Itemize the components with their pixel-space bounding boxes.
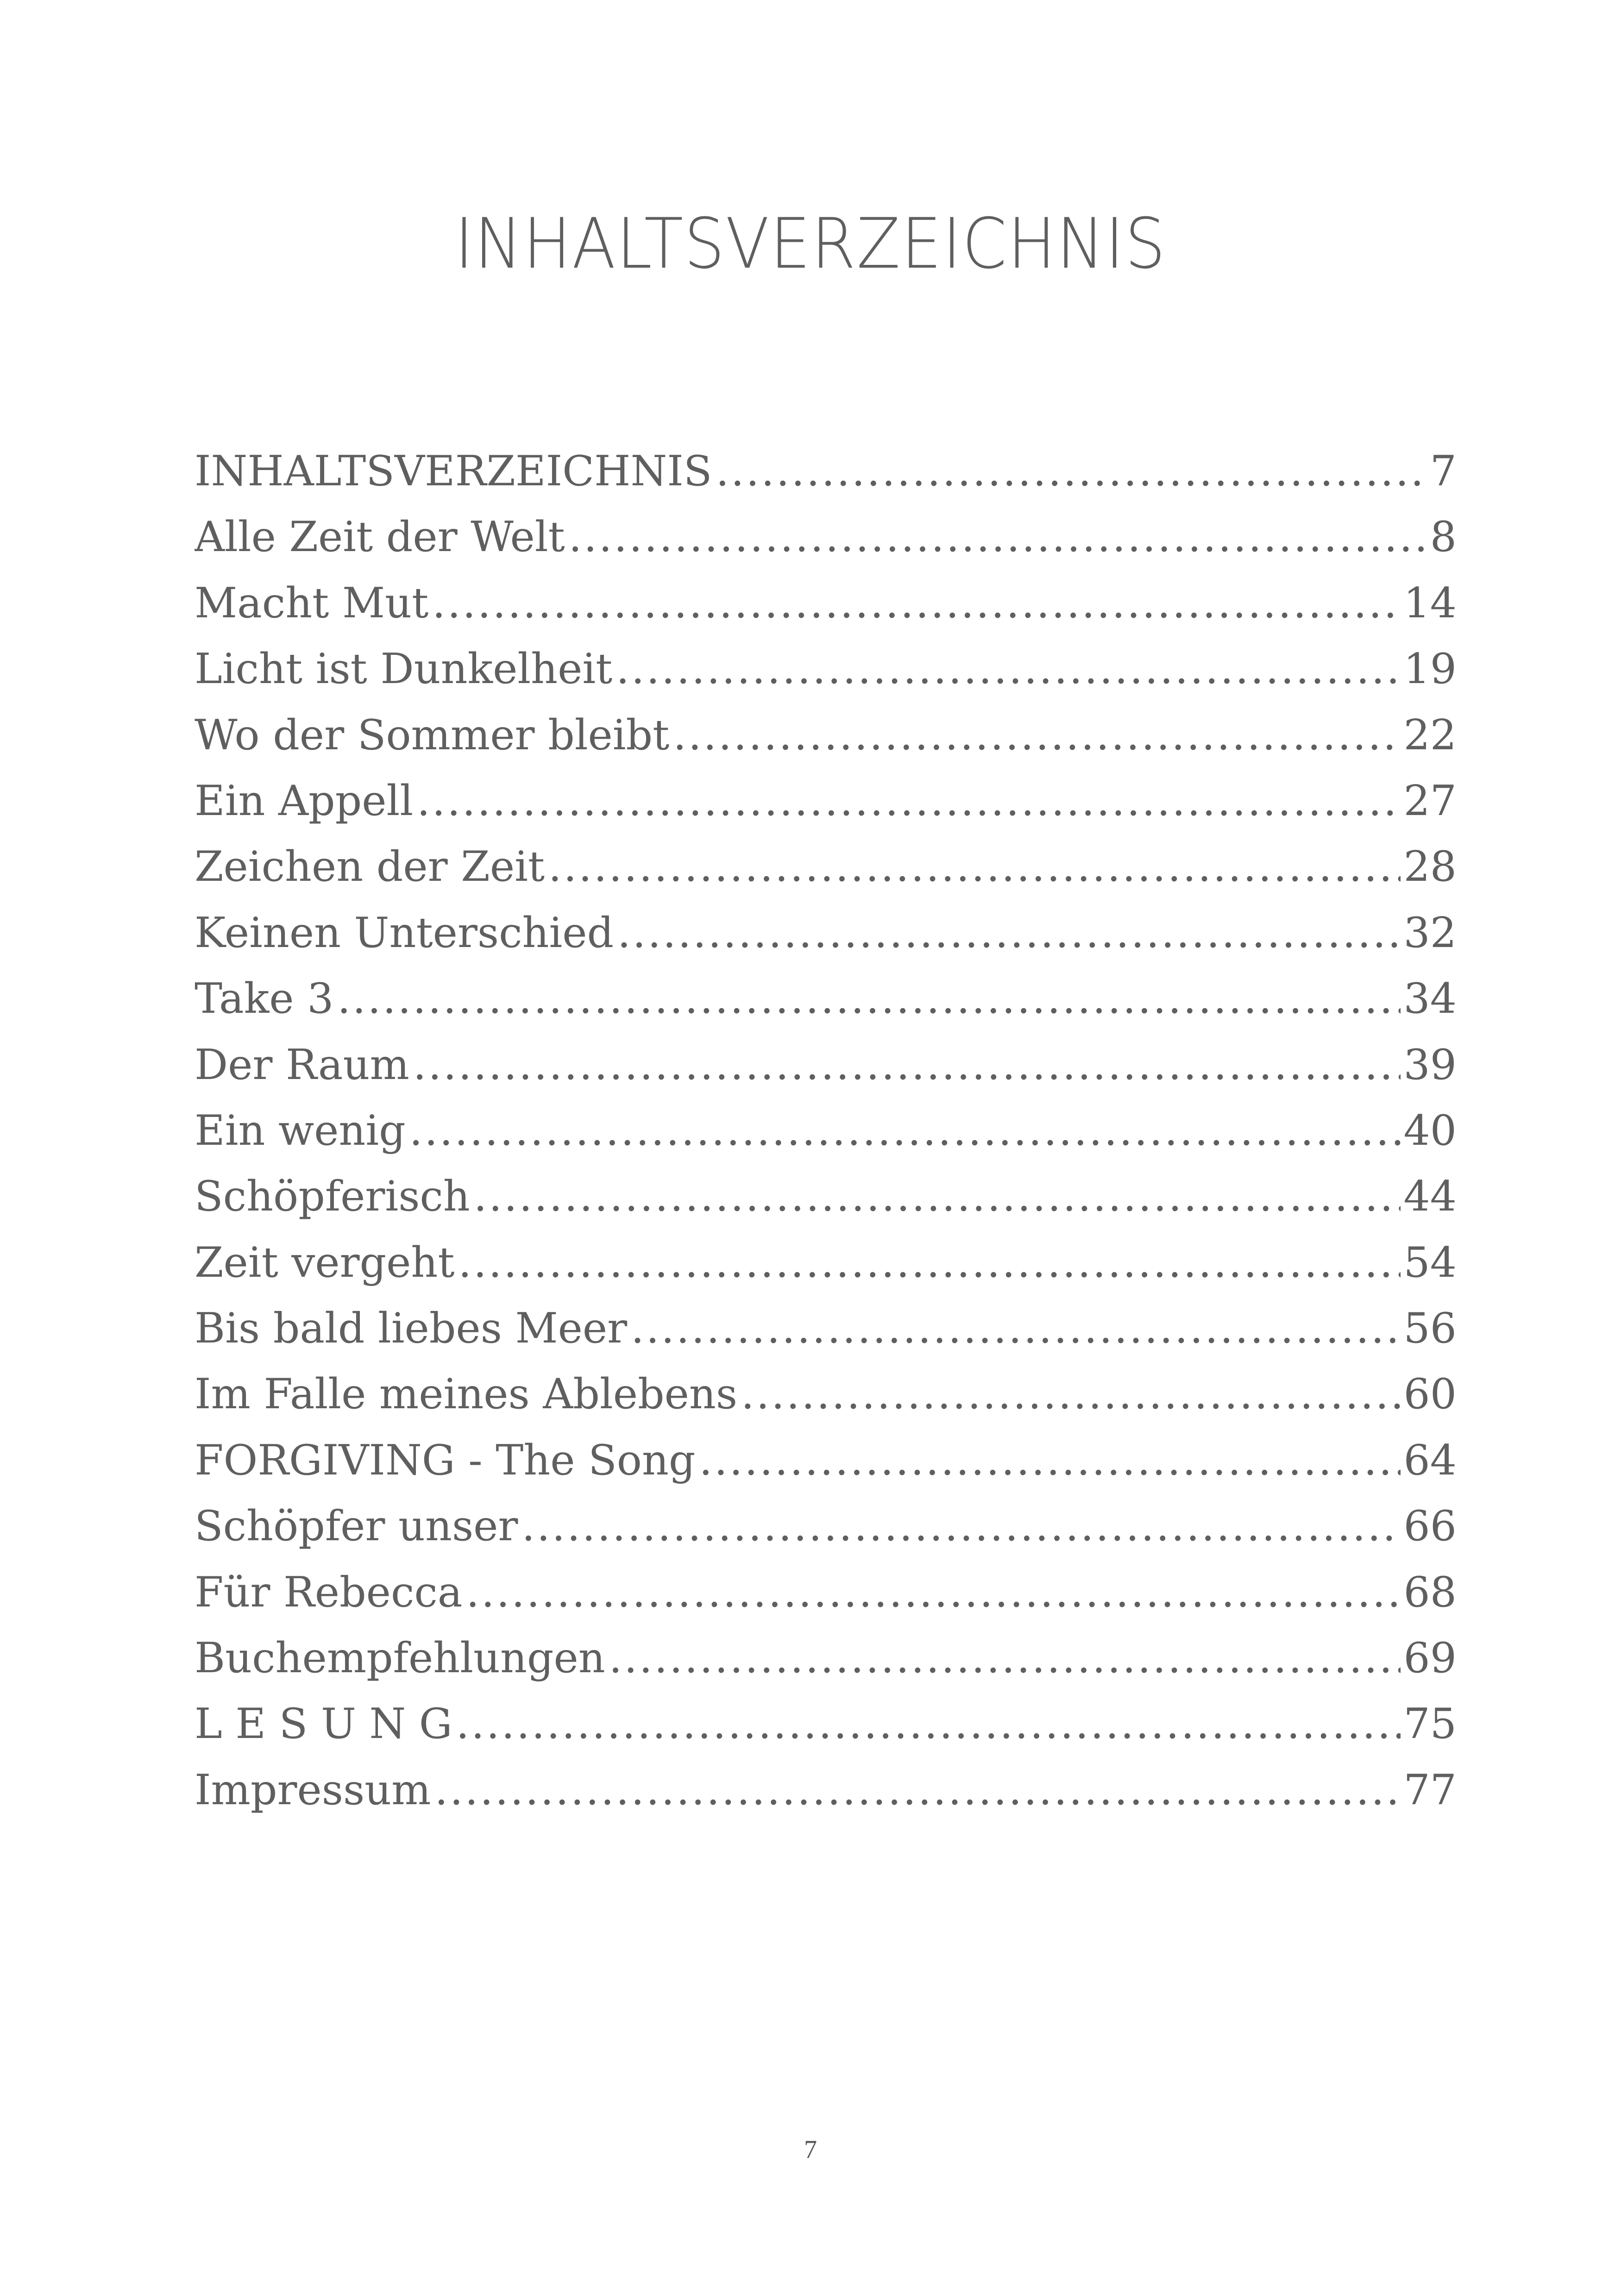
- dot-leader: [631, 1304, 1401, 1353]
- toc-entry[interactable]: Take 3 34: [195, 974, 1457, 1040]
- toc-entry[interactable]: Zeichen der Zeit 28: [195, 842, 1457, 908]
- toc-entry-page: 60: [1403, 1370, 1457, 1419]
- toc-entry-page: 77: [1403, 1765, 1457, 1814]
- toc-entry-page: 44: [1403, 1172, 1457, 1221]
- dot-leader: [569, 513, 1427, 561]
- toc-entry-label: Impressum: [195, 1765, 431, 1814]
- toc-entry-label: Schöpferisch: [195, 1172, 470, 1221]
- toc-entry-page: 14: [1403, 578, 1457, 627]
- toc-entry-label: Buchempfehlungen: [195, 1634, 605, 1683]
- dot-leader: [699, 1436, 1401, 1485]
- toc-entry-page: 28: [1403, 842, 1457, 891]
- toc-entry-label: Ein wenig: [195, 1106, 406, 1155]
- toc-entry[interactable]: Buchempfehlungen 69: [195, 1634, 1457, 1700]
- toc-entry-label: Für Rebecca: [195, 1568, 463, 1617]
- toc-entry-page: 34: [1403, 974, 1457, 1023]
- toc-entry-page: 54: [1403, 1238, 1457, 1287]
- toc-entry-label: FORGIVING - The Song: [195, 1436, 696, 1485]
- toc-entry-label: Keinen Unterschied: [195, 908, 614, 957]
- toc-entry-page: 40: [1403, 1106, 1457, 1155]
- toc-entry-label: Take 3: [195, 974, 334, 1023]
- toc-entry[interactable]: Der Raum 39: [195, 1041, 1457, 1106]
- table-of-contents: INHALTSVERZEICHNIS 7 Alle Zeit der Welt 8 Ma…: [195, 447, 1457, 1832]
- toc-entry-page: 22: [1403, 710, 1457, 759]
- toc-entry-page: 75: [1403, 1700, 1457, 1749]
- toc-entry-label: Bis bald liebes Meer: [195, 1304, 628, 1353]
- dot-leader: [609, 1634, 1401, 1682]
- dot-leader: [432, 579, 1401, 627]
- toc-entry-page: 69: [1403, 1634, 1457, 1683]
- toc-entry-page: 68: [1403, 1568, 1457, 1617]
- toc-entry[interactable]: L E S U N G 75: [195, 1700, 1457, 1765]
- toc-entry[interactable]: Schöpferisch 44: [195, 1172, 1457, 1238]
- dot-leader: [466, 1568, 1401, 1617]
- toc-entry[interactable]: Licht ist Dunkelheit 19: [195, 645, 1457, 710]
- toc-entry-label: Zeit vergeht: [195, 1238, 455, 1287]
- toc-entry-label: Alle Zeit der Welt: [195, 513, 565, 562]
- toc-entry[interactable]: Macht Mut 14: [195, 579, 1457, 645]
- toc-entry-page: 39: [1403, 1040, 1457, 1089]
- toc-entry[interactable]: Zeit vergeht 54: [195, 1238, 1457, 1304]
- toc-entry-page: 64: [1403, 1436, 1457, 1485]
- dot-leader: [434, 1766, 1401, 1814]
- toc-entry-page: 27: [1403, 776, 1457, 825]
- dot-leader: [456, 1700, 1401, 1748]
- dot-leader: [548, 842, 1401, 891]
- toc-entry-page: 19: [1403, 645, 1457, 694]
- page-title: INHALTSVERZEICHNIS: [454, 204, 1167, 284]
- toc-entry-page: 32: [1403, 908, 1457, 957]
- toc-entry-page: 66: [1403, 1502, 1457, 1551]
- dot-leader: [741, 1370, 1401, 1418]
- toc-entry[interactable]: Keinen Unterschied 32: [195, 909, 1457, 974]
- dot-leader: [417, 777, 1401, 825]
- toc-entry-page: 8: [1430, 513, 1457, 562]
- toc-entry[interactable]: Für Rebecca 68: [195, 1568, 1457, 1634]
- toc-entry-label: Der Raum: [195, 1040, 409, 1089]
- toc-entry[interactable]: Ein wenig 40: [195, 1106, 1457, 1172]
- dot-leader: [673, 711, 1401, 759]
- dot-leader: [337, 974, 1401, 1023]
- dot-leader: [413, 1041, 1401, 1089]
- toc-entry[interactable]: INHALTSVERZEICHNIS 7: [195, 447, 1457, 513]
- toc-entry-label: Zeichen der Zeit: [195, 842, 545, 891]
- toc-entry[interactable]: FORGIVING - The Song 64: [195, 1436, 1457, 1502]
- dot-leader: [474, 1172, 1401, 1221]
- toc-entry-label: Ein Appell: [195, 776, 414, 825]
- toc-entry-label: Schöpfer unser: [195, 1502, 518, 1551]
- toc-entry[interactable]: Wo der Sommer bleibt 22: [195, 711, 1457, 777]
- toc-entry-label: Im Falle meines Ablebens: [195, 1370, 738, 1419]
- toc-entry-label: Licht ist Dunkelheit: [195, 645, 613, 694]
- dot-leader: [616, 645, 1401, 693]
- toc-entry[interactable]: Ein Appell 27: [195, 777, 1457, 842]
- dot-leader: [521, 1502, 1401, 1550]
- toc-entry-label: Macht Mut: [195, 578, 429, 627]
- dot-leader: [716, 447, 1427, 496]
- toc-entry[interactable]: Im Falle meines Ablebens 60: [195, 1370, 1457, 1436]
- dot-leader: [617, 909, 1401, 957]
- toc-entry-label: Wo der Sommer bleibt: [195, 710, 670, 759]
- toc-entry[interactable]: Impressum 77: [195, 1766, 1457, 1832]
- toc-entry-label: INHALTSVERZEICHNIS: [195, 447, 712, 496]
- toc-entry-page: 7: [1430, 447, 1457, 496]
- toc-entry[interactable]: Alle Zeit der Welt 8: [195, 513, 1457, 578]
- toc-entry-page: 56: [1403, 1304, 1457, 1353]
- page-number: 7: [804, 2135, 817, 2164]
- toc-entry-label: L E S U N G: [195, 1700, 452, 1749]
- toc-entry[interactable]: Bis bald liebes Meer 56: [195, 1304, 1457, 1370]
- dot-leader: [409, 1106, 1401, 1155]
- toc-entry[interactable]: Schöpfer unser 66: [195, 1502, 1457, 1568]
- dot-leader: [459, 1238, 1401, 1287]
